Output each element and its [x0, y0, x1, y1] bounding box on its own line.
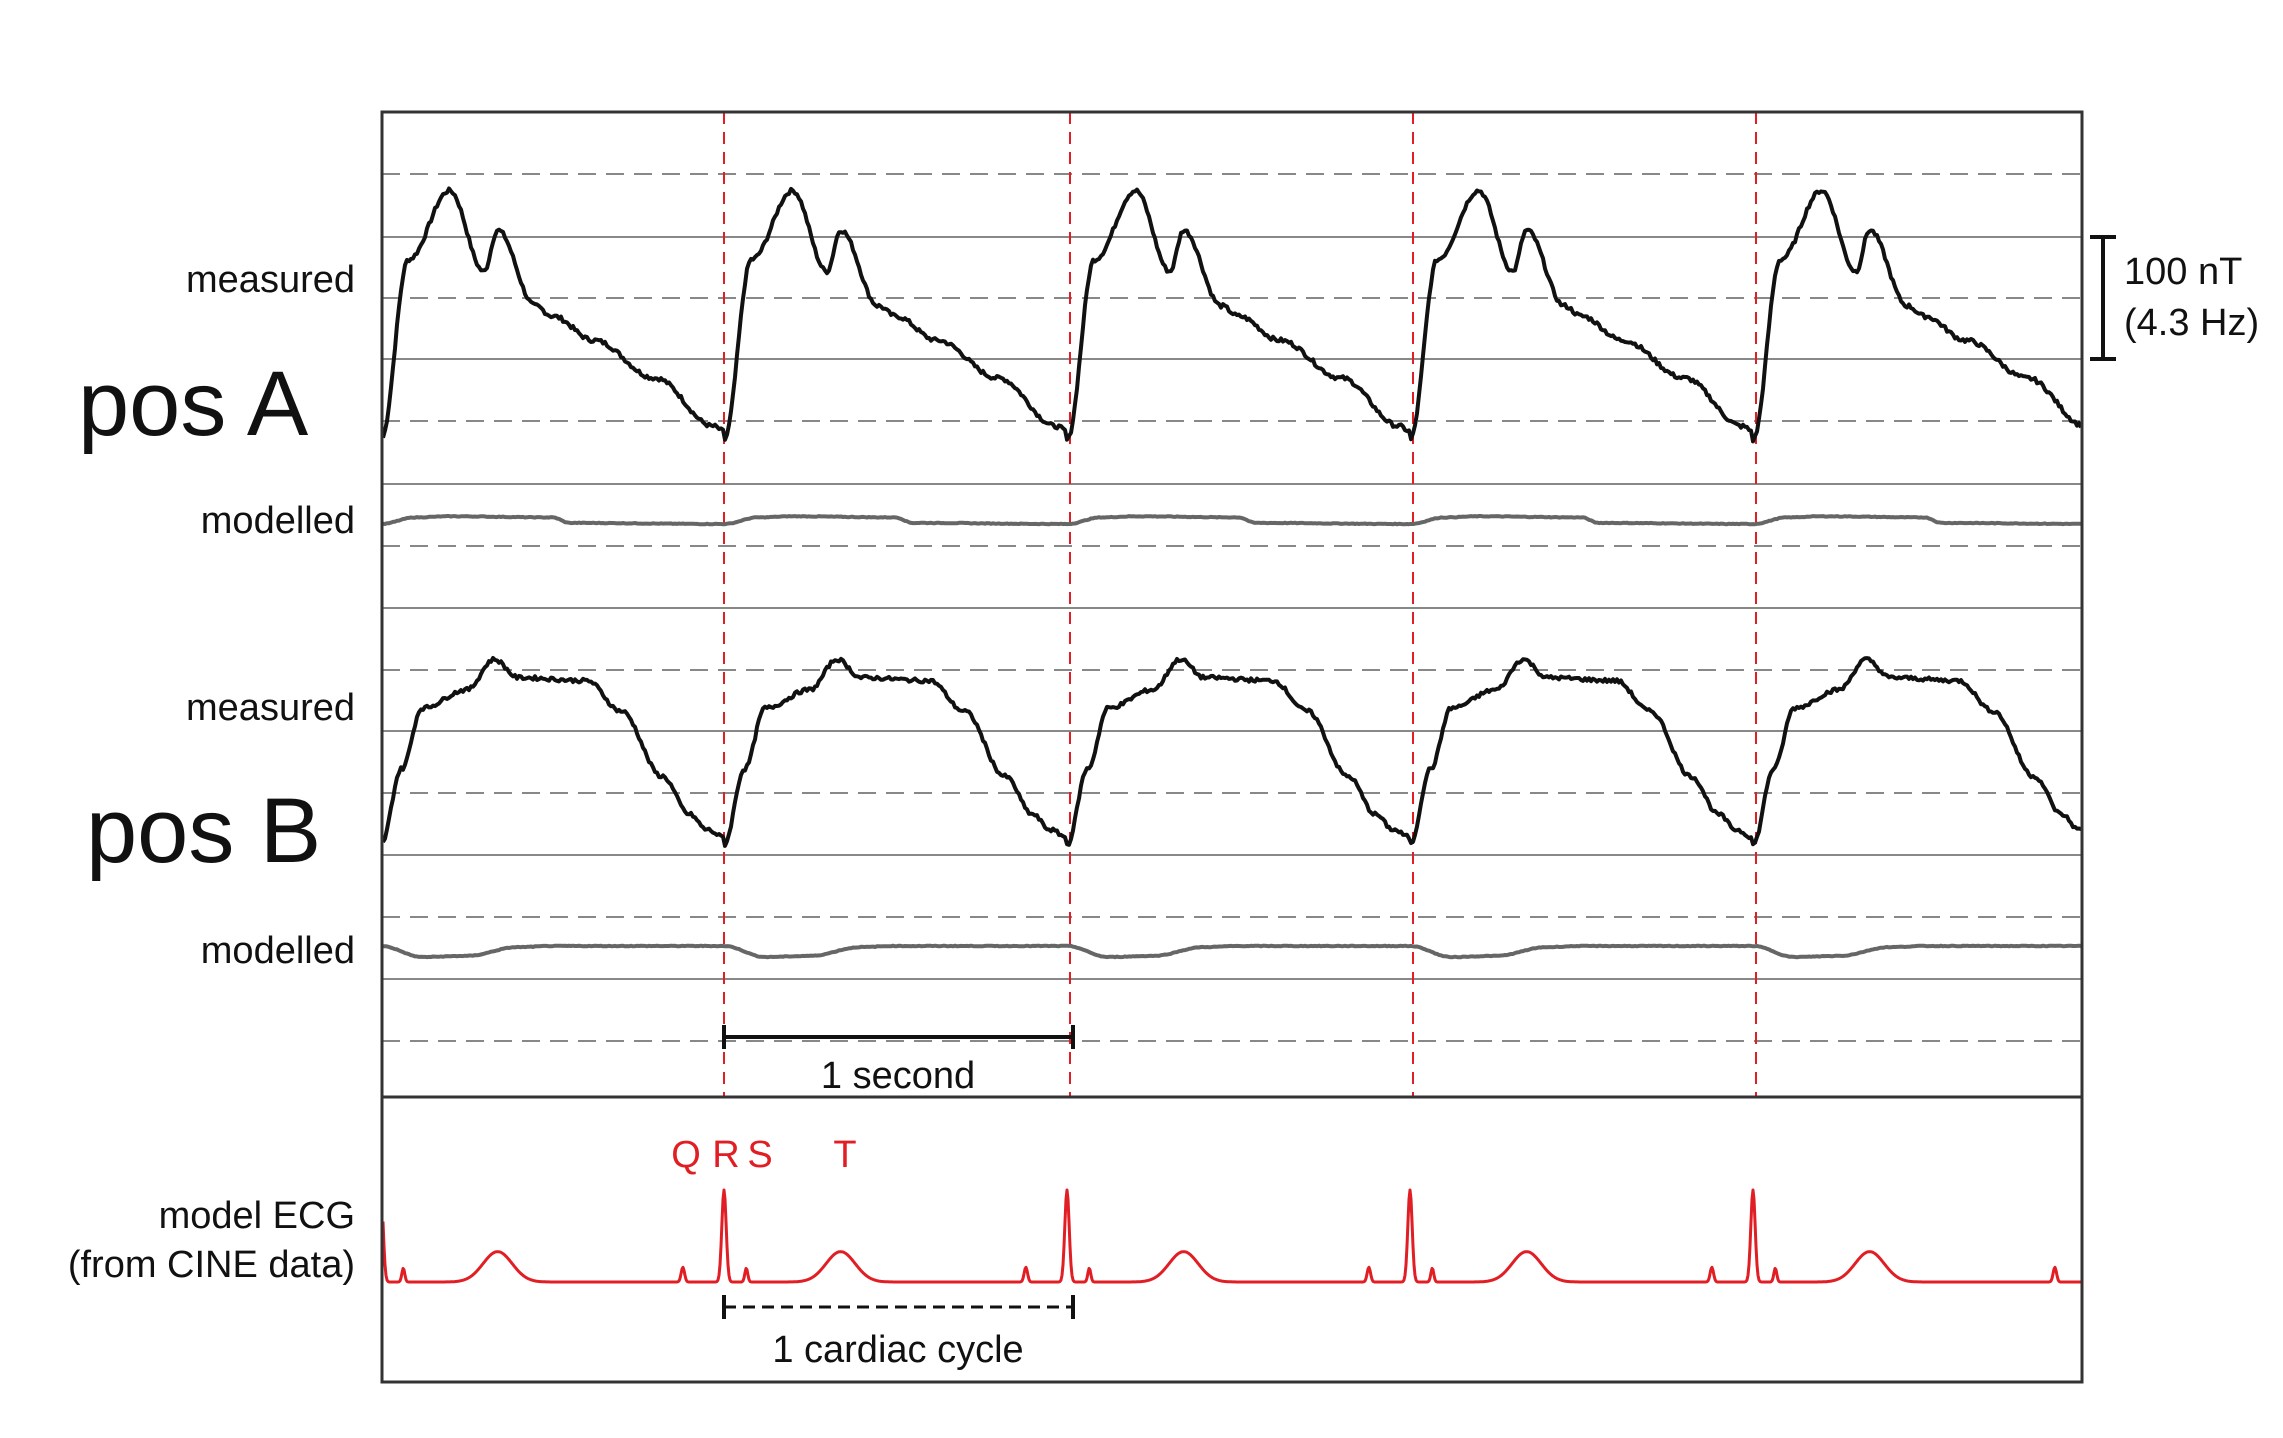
- pos-a-measured-trace: [381, 186, 2083, 444]
- pos-b-measured-trace: [381, 656, 2082, 848]
- label-pos-a: pos A: [78, 353, 309, 455]
- scale-value: 100 nT: [2124, 251, 2242, 293]
- gridlines: [382, 173, 2082, 1042]
- ecg-r-label: R: [712, 1134, 739, 1176]
- pos-b-modelled-trace: [383, 943, 2082, 960]
- one-cycle-bar: [722, 1295, 1075, 1319]
- traces: [381, 186, 2083, 1284]
- cycle-markers: [723, 112, 1757, 1097]
- one-cycle-label: 1 cardiac cycle: [772, 1329, 1023, 1371]
- ecg-trace: [381, 1188, 2082, 1284]
- ecg-q-label: Q: [671, 1134, 701, 1176]
- label-measured-a: measured: [186, 259, 355, 301]
- one-second-label: 1 second: [821, 1055, 975, 1097]
- label-ecg-line2: (from CINE data): [68, 1244, 355, 1286]
- scale-freq: (4.3 Hz): [2124, 302, 2259, 344]
- label-pos-b: pos B: [86, 780, 321, 882]
- label-measured-b: measured: [186, 687, 355, 729]
- scale-bar: [2090, 235, 2116, 361]
- label-modelled-a: modelled: [201, 500, 355, 542]
- pos-a-modelled-trace: [382, 514, 2081, 527]
- main-plot-frame: [380, 110, 2084, 1099]
- label-ecg-line1: model ECG: [159, 1195, 355, 1237]
- ecg-t-label: T: [833, 1134, 856, 1176]
- ecg-plot-frame: [380, 1095, 2084, 1384]
- one-second-bar: [722, 1025, 1075, 1049]
- ecg-s-label: S: [747, 1134, 772, 1176]
- label-modelled-b: modelled: [201, 930, 355, 972]
